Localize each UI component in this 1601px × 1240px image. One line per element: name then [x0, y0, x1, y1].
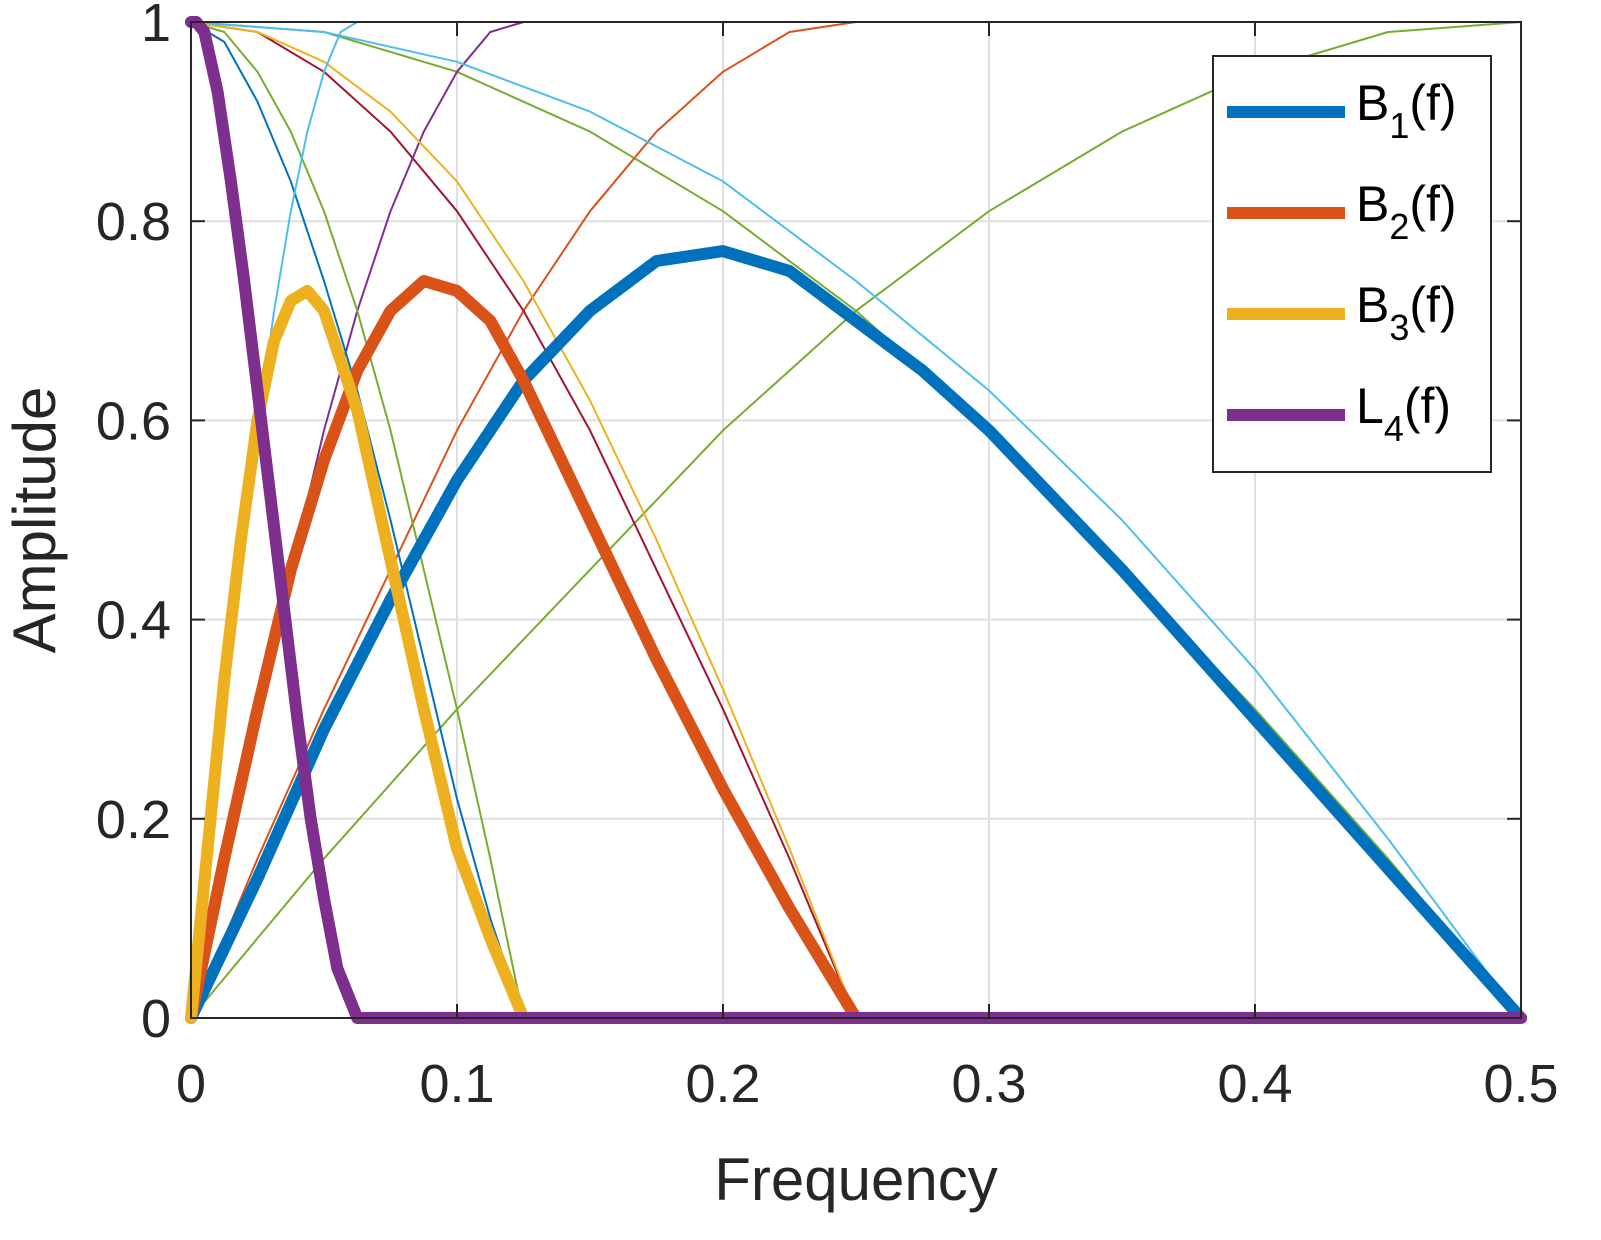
y-tick-label: 1: [141, 0, 171, 53]
y-tick-label: 0: [141, 989, 171, 1049]
legend: B1(f) B2(f) B3(f) L4(f): [1212, 55, 1492, 473]
x-tick-label: 0.5: [1483, 1054, 1558, 1114]
x-tick-label: 0.2: [685, 1054, 760, 1114]
x-tick-label: 0: [176, 1054, 206, 1114]
plot-frame: [190, 21, 1522, 1019]
legend-label: B1(f): [1356, 75, 1457, 146]
y-tick-label: 0.6: [96, 391, 171, 451]
legend-label: B2(f): [1356, 176, 1457, 247]
series-line-thin-darkred-lowpass-0.25: [190, 21, 1522, 1019]
legend-box: [1212, 55, 1492, 473]
series-line-b1f: [185, 245, 1527, 1024]
y-tick-label: 0.2: [96, 790, 171, 850]
legend-label: B3(f): [1356, 277, 1457, 348]
series-line-thin-orange-highpass-0.25: [190, 21, 1522, 1019]
x-tick-label: 0.4: [1217, 1054, 1292, 1114]
y-axis-label: Amplitude: [1, 387, 68, 654]
x-tick-label: 0.1: [419, 1054, 494, 1114]
y-tick-label: 0.4: [96, 591, 171, 651]
x-tick-label: 0.3: [951, 1054, 1026, 1114]
y-tick-label: 0.8: [96, 192, 171, 252]
series-line-thin-green-lowpass-0.125: [190, 21, 1522, 1019]
axis-ticks: 0 0.1 0.2 0.3 0.4 0.5 0 0.2 0.4 0.6 0.8 1: [96, 0, 1559, 1114]
legend-label: L4(f): [1356, 378, 1451, 449]
series-line-thin-cyan-lowpass-0.5: [190, 21, 1522, 1019]
x-axis-label: Frequency: [714, 1146, 997, 1213]
series-line-thin-blue-lowpass-0.125: [190, 21, 1522, 1019]
